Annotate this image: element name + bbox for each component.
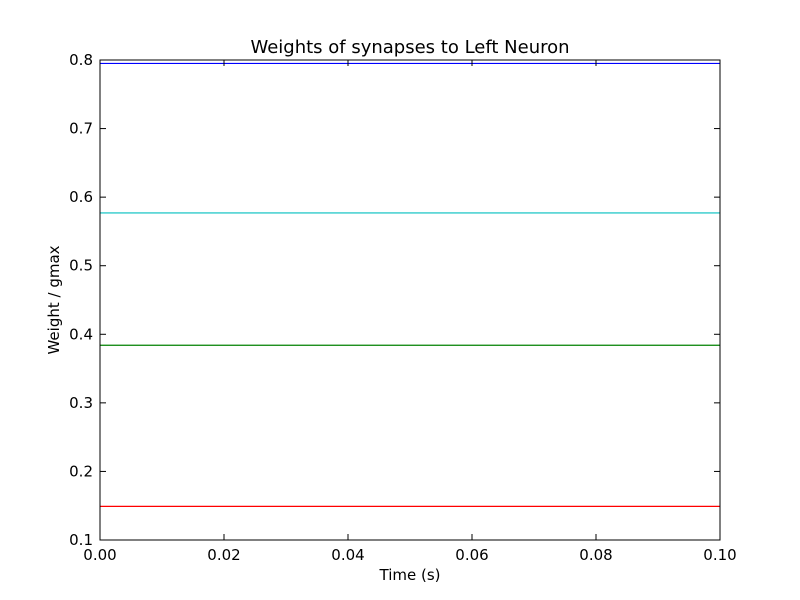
- y-axis-label: Weight / gmax: [45, 245, 63, 354]
- chart-title: Weights of synapses to Left Neuron: [250, 37, 569, 58]
- y-tick-label: 0.3: [69, 394, 93, 412]
- y-tick-label: 0.1: [69, 531, 93, 549]
- x-tick-label: 0.04: [331, 546, 364, 564]
- x-tick-label: 0.02: [207, 546, 240, 564]
- y-tick-label: 0.8: [69, 51, 93, 69]
- y-tick-label: 0.4: [69, 325, 93, 343]
- x-axis-label: Time (s): [379, 566, 441, 584]
- plot-frame: [99, 59, 721, 541]
- x-tick-label: 0.00: [83, 546, 116, 564]
- y-tick-label: 0.5: [69, 257, 93, 275]
- y-tick-label: 0.2: [69, 462, 93, 480]
- x-tick-label: 0.08: [579, 546, 612, 564]
- x-tick-label: 0.10: [703, 546, 736, 564]
- x-tick-label: 0.06: [455, 546, 488, 564]
- ticks-layer: 0.00 0.02 0.04 0.06 0.08 0.10 0.1 0.2 0.3 0.4 0.5 0…: [69, 51, 737, 564]
- series-layer: [100, 62, 720, 507]
- y-tick-label: 0.7: [69, 120, 93, 138]
- y-tick-label: 0.6: [69, 188, 93, 206]
